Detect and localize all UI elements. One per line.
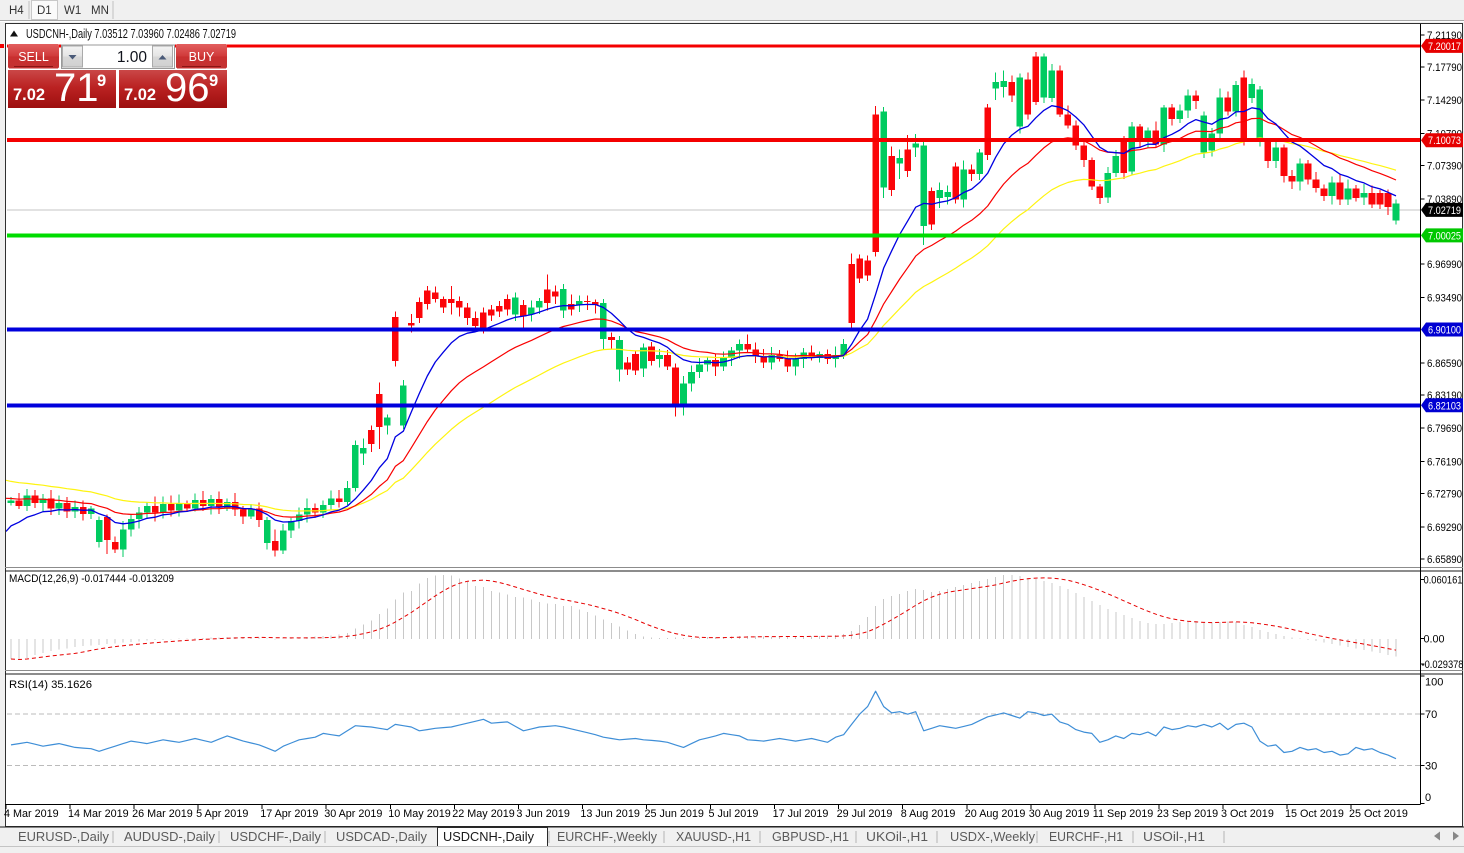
svg-text:7.03890: 7.03890	[1427, 194, 1462, 206]
svg-text:USDCNH-,Daily: USDCNH-,Daily	[443, 830, 535, 844]
svg-text:BUY: BUY	[189, 50, 215, 64]
svg-text:9: 9	[209, 72, 218, 90]
svg-text:23 Sep 2019: 23 Sep 2019	[1157, 808, 1218, 820]
svg-text:71: 71	[54, 66, 99, 110]
svg-text:25 Oct 2019: 25 Oct 2019	[1349, 808, 1408, 820]
svg-text:7.21190: 7.21190	[1427, 30, 1462, 42]
svg-text:7.10073: 7.10073	[1428, 135, 1461, 147]
svg-text:22 May 2019: 22 May 2019	[452, 808, 514, 820]
svg-text:7.00025: 7.00025	[1428, 230, 1461, 242]
svg-text:9: 9	[97, 72, 106, 90]
svg-text:30: 30	[1425, 760, 1437, 772]
svg-text:26 Mar 2019: 26 Mar 2019	[132, 808, 193, 820]
svg-text:7.07390: 7.07390	[1427, 161, 1462, 173]
svg-text:EURCHF-,H1: EURCHF-,H1	[1049, 830, 1123, 844]
svg-text:-0.029378: -0.029378	[1422, 659, 1464, 671]
svg-text:6.65890: 6.65890	[1427, 554, 1462, 566]
svg-text:7.02: 7.02	[124, 86, 156, 104]
svg-text:100: 100	[1425, 676, 1443, 688]
svg-text:XAUUSD-,H1: XAUUSD-,H1	[676, 830, 751, 844]
svg-text:11 Sep 2019: 11 Sep 2019	[1093, 808, 1153, 820]
svg-text:D1: D1	[37, 5, 52, 17]
svg-text:70: 70	[1425, 709, 1437, 721]
svg-text:USDCNH-,Daily 7.03512 7.03960: USDCNH-,Daily 7.03512 7.03960 7.02486 7.…	[26, 27, 236, 41]
svg-text:6.93490: 6.93490	[1427, 292, 1462, 304]
svg-text:1.00: 1.00	[117, 49, 148, 66]
svg-text:USOil-,H1: USOil-,H1	[1143, 830, 1205, 844]
svg-text:7.02: 7.02	[13, 86, 45, 104]
svg-text:96: 96	[165, 66, 210, 110]
svg-text:MN: MN	[91, 5, 109, 17]
svg-text:6.72790: 6.72790	[1427, 489, 1462, 501]
svg-text:GBPUSD-,H1: GBPUSD-,H1	[772, 830, 849, 844]
svg-text:15 Oct 2019: 15 Oct 2019	[1285, 808, 1344, 820]
svg-text:7.20017: 7.20017	[1428, 41, 1461, 53]
svg-text:USDX-,Weekly: USDX-,Weekly	[950, 830, 1036, 844]
svg-text:W1: W1	[64, 5, 81, 17]
svg-text:30 Aug 2019: 30 Aug 2019	[1029, 808, 1090, 820]
svg-text:H4: H4	[9, 5, 24, 17]
svg-text:4 Mar 2019: 4 Mar 2019	[4, 808, 59, 820]
svg-text:10 May 2019: 10 May 2019	[388, 808, 450, 820]
svg-text:6.76190: 6.76190	[1427, 456, 1462, 468]
svg-text:6.82103: 6.82103	[1428, 400, 1461, 412]
svg-text:6.90100: 6.90100	[1428, 325, 1461, 337]
svg-text:25 Jun 2019: 25 Jun 2019	[645, 808, 704, 820]
svg-text:5 Jul 2019: 5 Jul 2019	[709, 808, 759, 820]
svg-text:13 Jun 2019: 13 Jun 2019	[580, 808, 639, 820]
svg-text:6.86590: 6.86590	[1427, 358, 1462, 370]
svg-text:17 Apr 2019: 17 Apr 2019	[260, 808, 318, 820]
svg-text:6.96990: 6.96990	[1427, 259, 1462, 271]
svg-text:6.79690: 6.79690	[1427, 423, 1462, 435]
svg-text:MACD(12,26,9) -0.017444 -0.013: MACD(12,26,9) -0.017444 -0.013209	[9, 573, 174, 585]
svg-text:30 Apr 2019: 30 Apr 2019	[324, 808, 382, 820]
svg-text:7.02719: 7.02719	[1428, 205, 1461, 217]
svg-text:7.14290: 7.14290	[1427, 95, 1462, 107]
svg-text:EURCHF-,Weekly: EURCHF-,Weekly	[557, 830, 658, 844]
svg-text:0.060161: 0.060161	[1424, 575, 1463, 587]
svg-text:AUDUSD-,Daily: AUDUSD-,Daily	[124, 830, 216, 844]
svg-text:3 Oct 2019: 3 Oct 2019	[1221, 808, 1274, 820]
svg-text:0.00: 0.00	[1424, 634, 1445, 646]
svg-text:7.17790: 7.17790	[1427, 62, 1462, 74]
svg-text:UKOil-,H1: UKOil-,H1	[866, 830, 928, 844]
svg-text:17 Jul 2019: 17 Jul 2019	[773, 808, 829, 820]
svg-text:14 Mar 2019: 14 Mar 2019	[68, 808, 129, 820]
svg-text:0: 0	[1425, 792, 1431, 804]
svg-text:RSI(14) 35.1626: RSI(14) 35.1626	[9, 679, 92, 691]
svg-text:3 Jun 2019: 3 Jun 2019	[516, 808, 569, 820]
svg-text:EURUSD-,Daily: EURUSD-,Daily	[18, 830, 110, 844]
svg-text:8 Aug 2019: 8 Aug 2019	[901, 808, 956, 820]
svg-text:USDCHF-,Daily: USDCHF-,Daily	[230, 830, 322, 844]
svg-text:5 Apr 2019: 5 Apr 2019	[196, 808, 248, 820]
svg-text:6.69290: 6.69290	[1427, 522, 1462, 534]
svg-text:29 Jul 2019: 29 Jul 2019	[837, 808, 893, 820]
svg-text:SELL: SELL	[18, 50, 49, 64]
svg-text:USDCAD-,Daily: USDCAD-,Daily	[336, 830, 428, 844]
svg-text:20 Aug 2019: 20 Aug 2019	[965, 808, 1026, 820]
